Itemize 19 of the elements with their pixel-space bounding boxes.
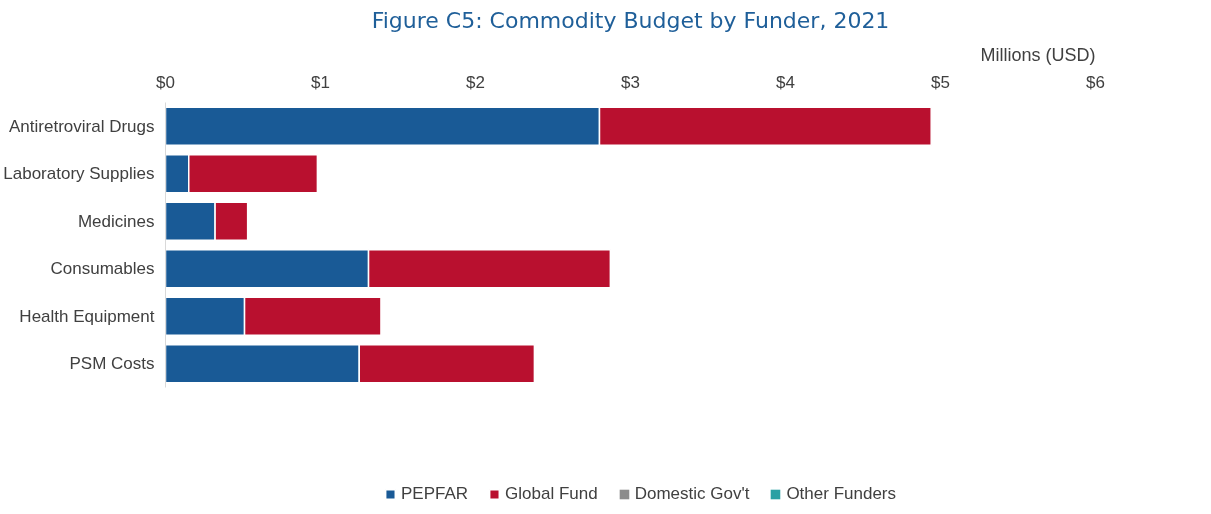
x-tick-label: $5 [931, 72, 950, 92]
x-tick-label: $2 [466, 72, 485, 92]
y-tick-label: Laboratory Supplies [3, 164, 155, 184]
y-tick-label: Medicines [77, 211, 155, 231]
x-tick-label: $6 [1086, 72, 1105, 92]
legend-label: Other Funders [786, 483, 897, 504]
y-tick-label: PSM Costs [69, 354, 155, 374]
chart-title: Figure C5: Commodity Budget by Funder, 2021 [371, 7, 890, 33]
legend-label: Domestic Gov't [634, 483, 750, 504]
legend-label: Global Fund [505, 483, 598, 504]
legend-label: PEPFAR [400, 483, 469, 504]
x-tick-label: $0 [156, 72, 175, 92]
y-tick-label: Consumables [50, 259, 155, 279]
y-tick-label: Antiretroviral Drugs [9, 116, 155, 136]
y-tick-label: Health Equipment [19, 306, 155, 326]
x-axis-title: Millions (USD) [980, 44, 1096, 65]
x-tick-label: $4 [776, 72, 795, 92]
x-tick-label: $1 [311, 72, 330, 92]
x-tick-label: $3 [621, 72, 640, 92]
